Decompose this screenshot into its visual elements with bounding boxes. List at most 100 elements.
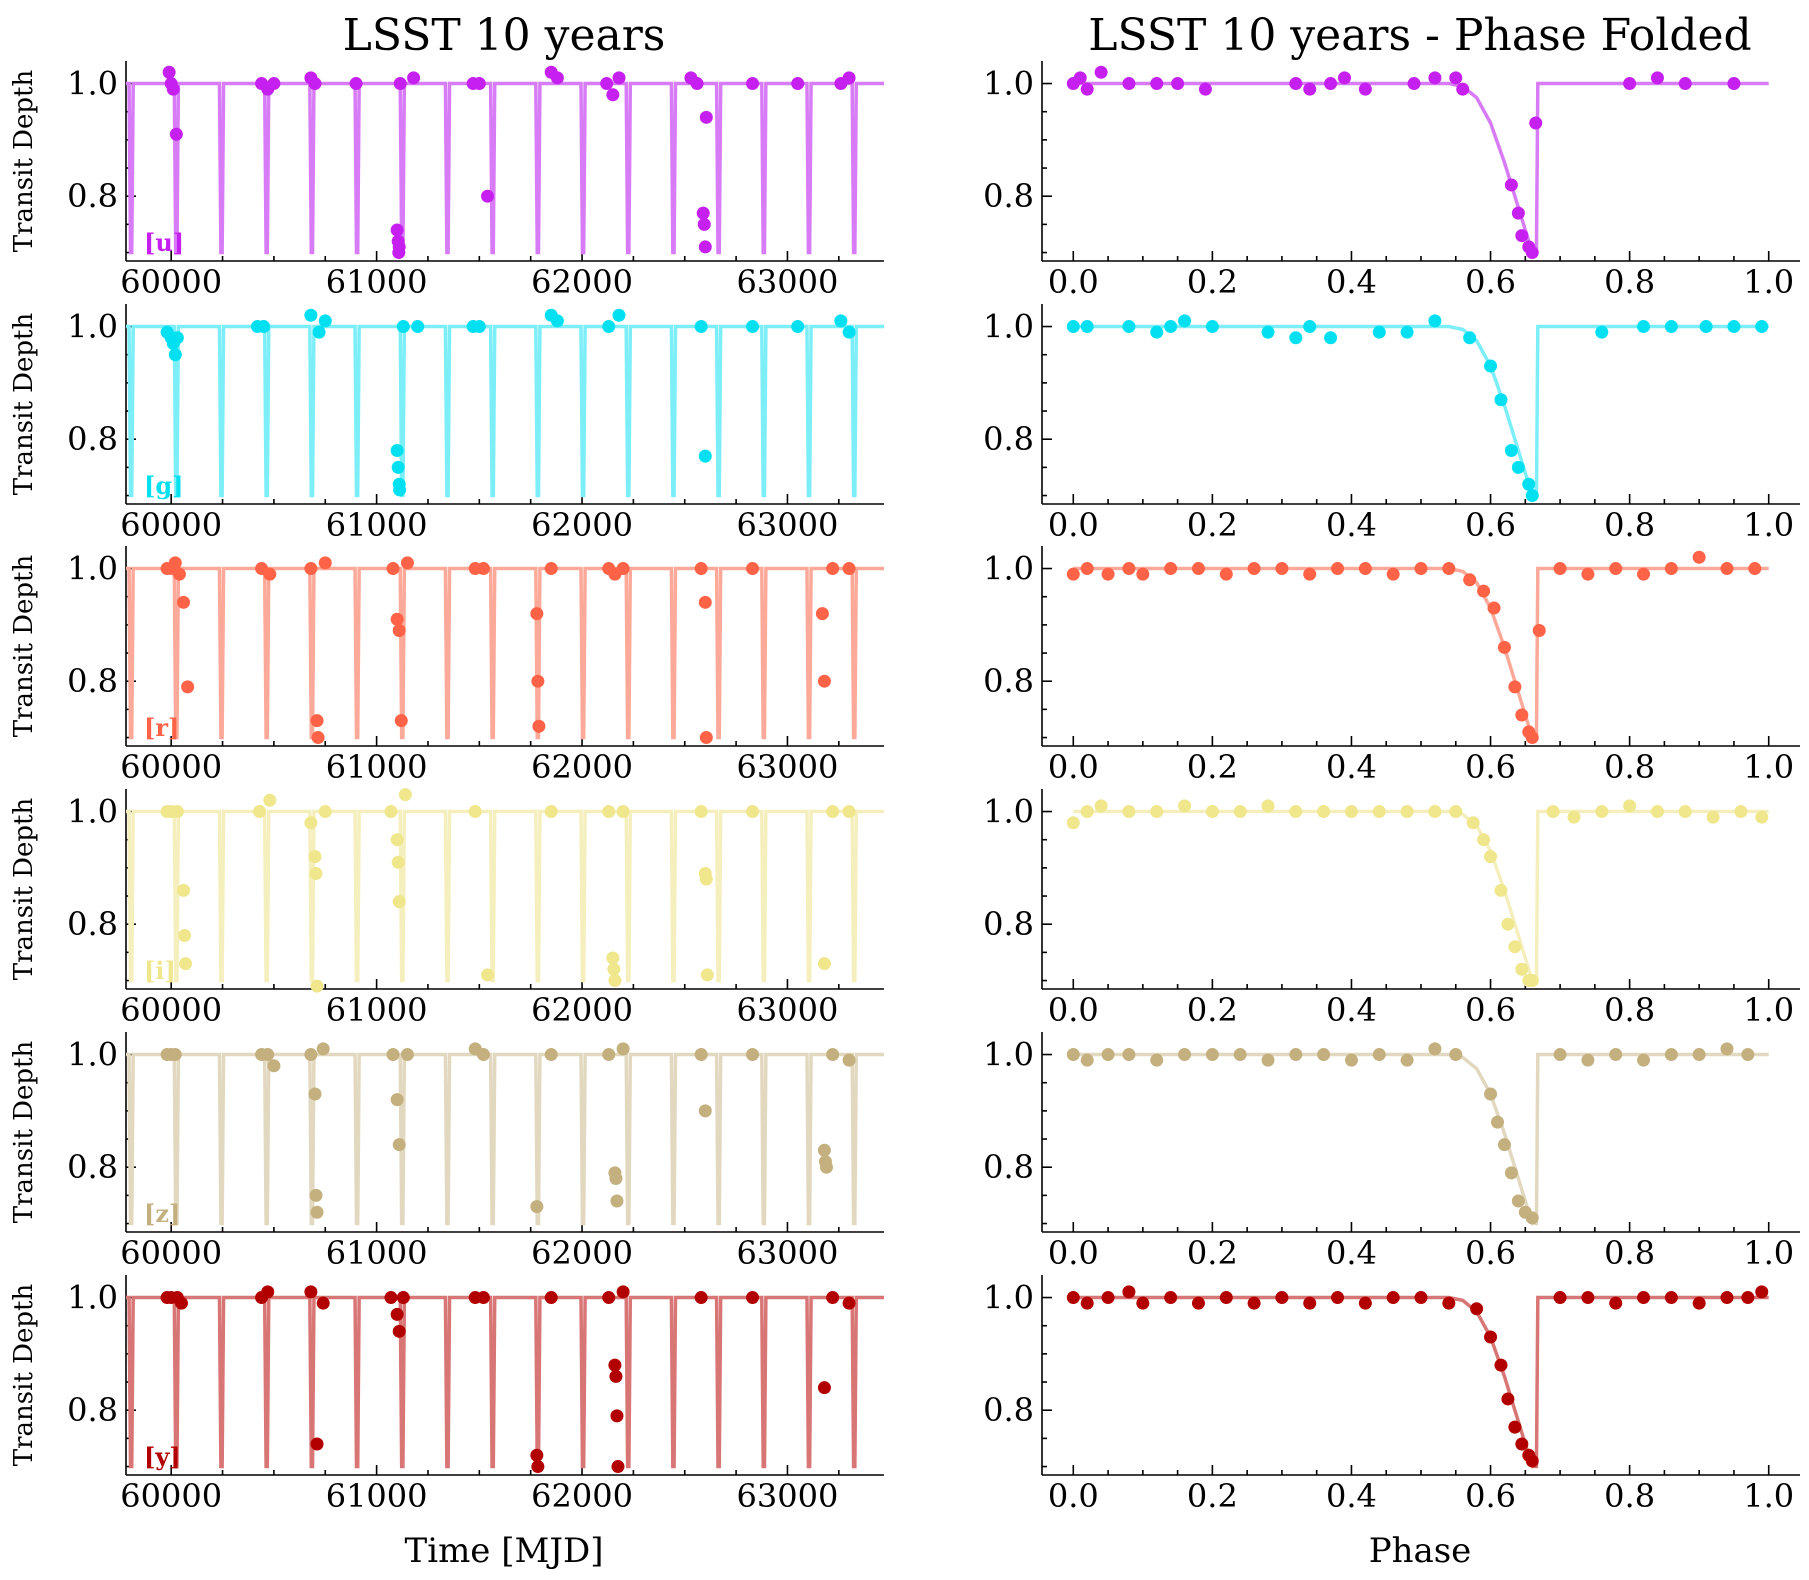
data-point (698, 449, 712, 463)
model-curve (126, 809, 884, 983)
data-point (181, 680, 195, 694)
data-point (1497, 640, 1511, 654)
y-tick-label: 1.0 (983, 65, 1034, 103)
data-point (392, 246, 406, 260)
data-point (699, 110, 713, 124)
y-tick-label: 0.8 (67, 1391, 118, 1429)
phase-x-tick-label: 0.4 (1326, 263, 1377, 301)
data-point (544, 1291, 558, 1305)
data-point (304, 562, 318, 576)
data-point (407, 71, 421, 85)
data-point (602, 1048, 616, 1062)
data-point (1178, 1048, 1192, 1062)
data-point (1205, 805, 1219, 819)
data-point (162, 65, 176, 79)
data-point (386, 562, 400, 576)
data-point (1477, 833, 1491, 847)
time-x-tick-label: 60000 (120, 991, 222, 1029)
data-point (1261, 799, 1275, 813)
data-point (1529, 116, 1543, 130)
data-point (1358, 562, 1372, 576)
data-point (1261, 1053, 1275, 1067)
data-point (817, 1143, 831, 1157)
data-point (819, 1160, 833, 1174)
model-curve (126, 81, 884, 255)
data-point (530, 1448, 544, 1462)
phase-x-tick-label: 0.6 (1465, 991, 1516, 1029)
data-point (1247, 562, 1261, 576)
y-tick-label: 0.8 (983, 420, 1034, 458)
data-point (1066, 1291, 1080, 1305)
time-x-tick-label: 62000 (531, 506, 633, 544)
data-point (694, 320, 708, 334)
phase-x-tick-label: 0.0 (1048, 506, 1099, 544)
data-point (746, 320, 760, 334)
data-point (1303, 567, 1317, 581)
data-point (179, 957, 193, 971)
band-label: [r] (144, 713, 179, 742)
data-point (1581, 1053, 1595, 1067)
y-axis-label: Transit Depth (9, 1284, 39, 1467)
data-point (1150, 1053, 1164, 1067)
data-point (826, 805, 840, 819)
phase-x-tick-label: 0.6 (1465, 263, 1516, 301)
data-point (1386, 1291, 1400, 1305)
data-point (396, 320, 410, 334)
data-point (1150, 325, 1164, 339)
data-point (694, 805, 708, 819)
data-point (386, 1048, 400, 1062)
phase-x-tick-label: 0.4 (1326, 1234, 1377, 1272)
data-point (1494, 1358, 1508, 1372)
data-point (172, 567, 186, 581)
data-point (308, 1087, 322, 1101)
data-point (468, 805, 482, 819)
data-point (308, 850, 322, 864)
right-column-title: LSST 10 years - Phase Folded (1088, 10, 1751, 61)
data-point (1101, 1291, 1115, 1305)
model-curve (126, 1295, 884, 1469)
time-x-tick-label: 63000 (737, 991, 839, 1029)
data-point (1289, 805, 1303, 819)
data-point (316, 1296, 330, 1310)
data-point (616, 1042, 630, 1056)
data-point (1484, 850, 1498, 864)
time-panel-i: 0.8 1.0 60000 61000 62000 63000 [i] Transit Dep… (9, 788, 884, 1029)
data-point (267, 1059, 281, 1073)
data-point (261, 1048, 275, 1062)
y-tick-label: 0.8 (983, 662, 1034, 700)
band-label: [y] (144, 1442, 181, 1471)
data-point (318, 805, 332, 819)
data-point (1609, 1048, 1623, 1062)
data-point (698, 240, 712, 254)
data-point (842, 1296, 856, 1310)
data-point (1317, 805, 1331, 819)
data-point (1414, 562, 1428, 576)
data-point (1532, 624, 1546, 638)
data-point (1101, 1048, 1115, 1062)
data-point (700, 968, 714, 982)
data-point (1171, 77, 1185, 91)
data-point (1678, 805, 1692, 819)
data-point (817, 957, 831, 971)
data-point (1219, 567, 1233, 581)
data-point (1338, 71, 1352, 85)
phase-x-tick-label: 0.0 (1048, 1234, 1099, 1272)
phase-panel-z: 0.8 1.0 0.0 0.2 0.4 0.6 0.8 1.0 (983, 1032, 1800, 1272)
data-point (1525, 731, 1539, 745)
data-point (1136, 567, 1150, 581)
data-point (1463, 573, 1477, 587)
phase-x-tick-label: 1.0 (1743, 748, 1794, 786)
data-point (1727, 77, 1741, 91)
data-point (1317, 1048, 1331, 1062)
y-tick-label: 1.0 (67, 65, 118, 103)
time-x-tick-label: 63000 (737, 263, 839, 301)
data-point (1456, 82, 1470, 96)
data-point (1094, 65, 1108, 79)
data-point (698, 595, 712, 609)
data-point (1494, 883, 1508, 897)
time-x-tick-label: 60000 (120, 748, 222, 786)
data-point (304, 308, 318, 322)
y-tick-label: 0.8 (983, 905, 1034, 943)
y-axis-label: Transit Depth (9, 313, 39, 496)
data-point (602, 320, 616, 334)
